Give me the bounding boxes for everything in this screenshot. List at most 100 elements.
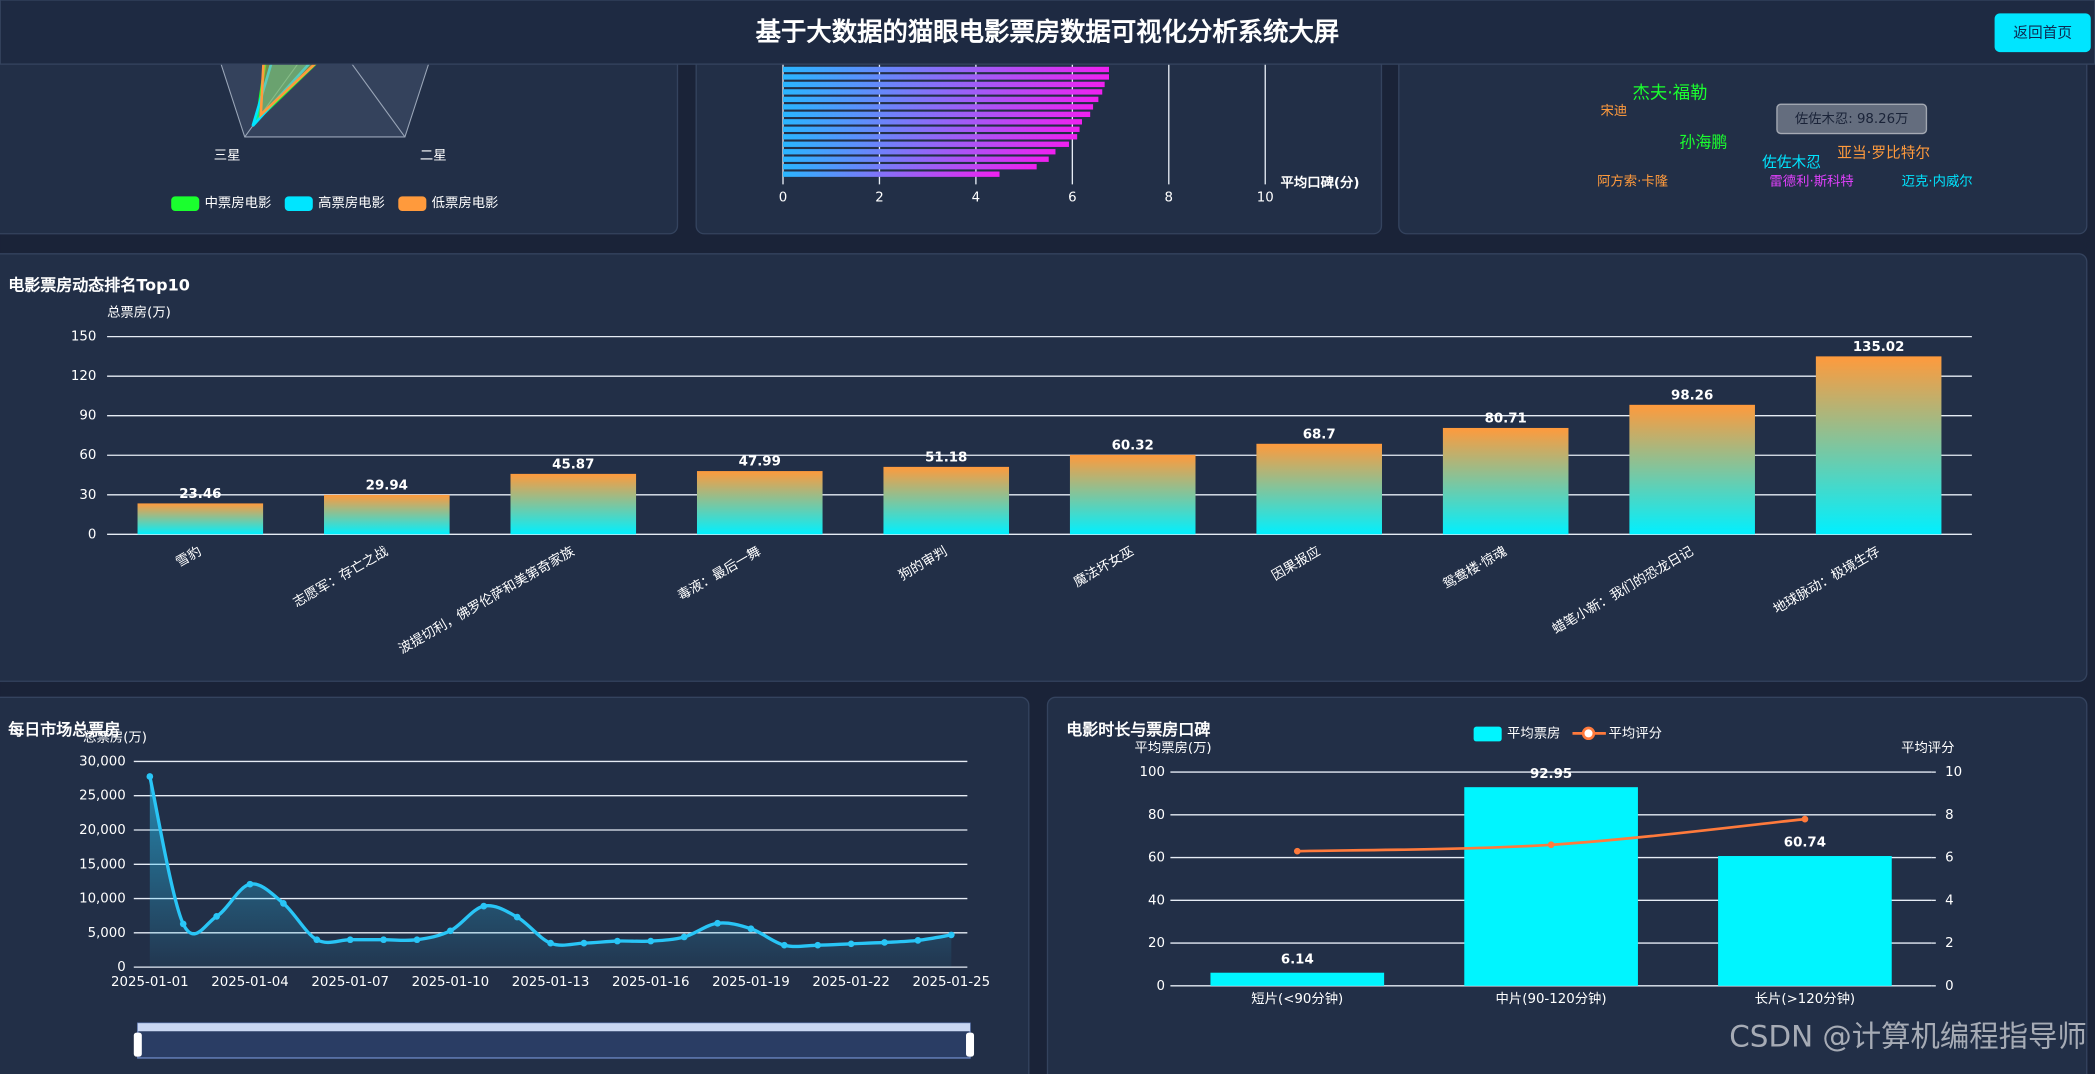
bar xyxy=(1256,443,1382,535)
legend-swatch xyxy=(284,196,313,212)
panel xyxy=(0,253,2088,682)
point xyxy=(280,900,287,907)
point xyxy=(647,937,655,945)
zoom-handle[interactable] xyxy=(133,1032,142,1057)
word: 佐佐木忍 xyxy=(1762,154,1821,171)
point xyxy=(680,933,688,941)
y2-tick-label: 8 xyxy=(1945,808,1954,823)
x-tick-label: 2025-01-25 xyxy=(913,975,991,990)
value-label: 98.26 xyxy=(1671,388,1713,403)
legend-swatch xyxy=(398,196,427,212)
value-label: 47.99 xyxy=(739,455,781,470)
y-axis-title: 平均票房(万) xyxy=(1134,740,1211,756)
legend-label: 平均票房 xyxy=(1507,725,1560,741)
point xyxy=(847,940,855,948)
y-tick-label: 30 xyxy=(79,488,96,503)
point xyxy=(547,939,554,947)
y-tick-label: 25,000 xyxy=(79,789,126,804)
x-tick-label: 2025-01-22 xyxy=(812,975,890,990)
tooltip xyxy=(1776,103,1928,135)
point xyxy=(346,936,354,944)
point xyxy=(213,913,220,920)
y-tick-label: 100 xyxy=(1140,765,1165,780)
word: 迈克·内威尔 xyxy=(1902,174,1973,190)
x-tick-label: 2025-01-07 xyxy=(311,975,389,990)
radar-axis-label: 三星 xyxy=(214,149,241,164)
point xyxy=(747,925,755,933)
point xyxy=(714,919,721,927)
bar xyxy=(783,141,1069,147)
bar xyxy=(1210,972,1385,986)
y-tick-label: 10,000 xyxy=(79,892,126,907)
word: 杰夫·福勒 xyxy=(1633,84,1708,104)
point xyxy=(781,941,788,949)
home-button[interactable] xyxy=(1994,13,2091,53)
value-label: 60.32 xyxy=(1112,438,1154,453)
point xyxy=(580,939,588,947)
point xyxy=(947,931,955,939)
legend-label: 高票房电影 xyxy=(318,194,385,211)
y2-tick-label: 4 xyxy=(1945,893,1954,908)
y-tick-label: 80 xyxy=(1148,808,1165,823)
bar xyxy=(1718,856,1892,986)
bar xyxy=(696,471,823,535)
word: 亚当·罗比特尔 xyxy=(1837,145,1930,162)
radar-ring xyxy=(220,64,430,138)
y-tick-label: 40 xyxy=(1148,893,1165,908)
zoom-handle[interactable] xyxy=(966,1032,975,1057)
point xyxy=(179,920,187,928)
watermark: CSDN @计算机编程指导师 xyxy=(1729,1019,2086,1053)
bar xyxy=(1464,787,1638,986)
legend-label: 低票房电影 xyxy=(432,195,499,211)
bar xyxy=(783,111,1091,118)
hbar-chart: 0 2 4 6 8 10 平均口碑(分) xyxy=(779,64,1360,206)
point xyxy=(480,902,488,910)
bar-chart: 电影票房动态排名Top10总票房(万)030609012015023.46雪豹2… xyxy=(8,275,1972,657)
x-tick-label: 2025-01-04 xyxy=(211,975,289,990)
bar xyxy=(1815,356,1942,535)
y-tick-label: 60 xyxy=(1148,851,1165,866)
bar xyxy=(783,171,1000,177)
x-tick-label: 中片(90-120分钟) xyxy=(1496,990,1607,1007)
value-label: 135.02 xyxy=(1853,340,1905,355)
x-tick-label: 0 xyxy=(779,191,788,206)
value-label: 51.18 xyxy=(925,451,967,466)
point xyxy=(313,936,321,944)
value-label: 45.87 xyxy=(552,458,594,473)
x-tick-label: 6 xyxy=(1068,191,1077,206)
bar xyxy=(783,149,1056,155)
tooltip-text: 佐佐木忍: 98.26万 xyxy=(1795,111,1909,127)
y2-tick-label: 2 xyxy=(1945,936,1954,951)
value-label: 29.94 xyxy=(366,479,408,494)
home-button-label[interactable]: 返回首页 xyxy=(2013,24,2072,41)
bar xyxy=(324,494,450,535)
y-tick-label: 20,000 xyxy=(79,823,126,838)
bar xyxy=(783,104,1094,110)
point xyxy=(1547,841,1555,849)
legend-swatch xyxy=(171,196,200,212)
word: 雷德利·斯科特 xyxy=(1769,174,1853,190)
legend-swatch xyxy=(1581,726,1596,741)
point xyxy=(1293,847,1301,855)
bar xyxy=(783,96,1099,103)
x-axis-title: 平均口碑(分) xyxy=(1281,174,1360,191)
y-axis-title: 总票房(万) xyxy=(107,305,171,321)
zoom-handle-bar[interactable] xyxy=(137,1023,971,1032)
point xyxy=(513,913,521,921)
y-tick-label: 0 xyxy=(88,527,97,542)
bar xyxy=(783,156,1049,162)
bar xyxy=(783,81,1105,88)
panel xyxy=(0,696,1030,1074)
bar xyxy=(1069,454,1196,535)
point xyxy=(246,880,254,888)
x-tick-label: 长片(>120分钟) xyxy=(1755,990,1855,1007)
y-tick-label: 90 xyxy=(79,409,96,424)
word: 孙海鹏 xyxy=(1679,132,1727,151)
word: 宋迪 xyxy=(1601,103,1628,119)
y-axis-title: 总票房(万) xyxy=(83,729,147,745)
